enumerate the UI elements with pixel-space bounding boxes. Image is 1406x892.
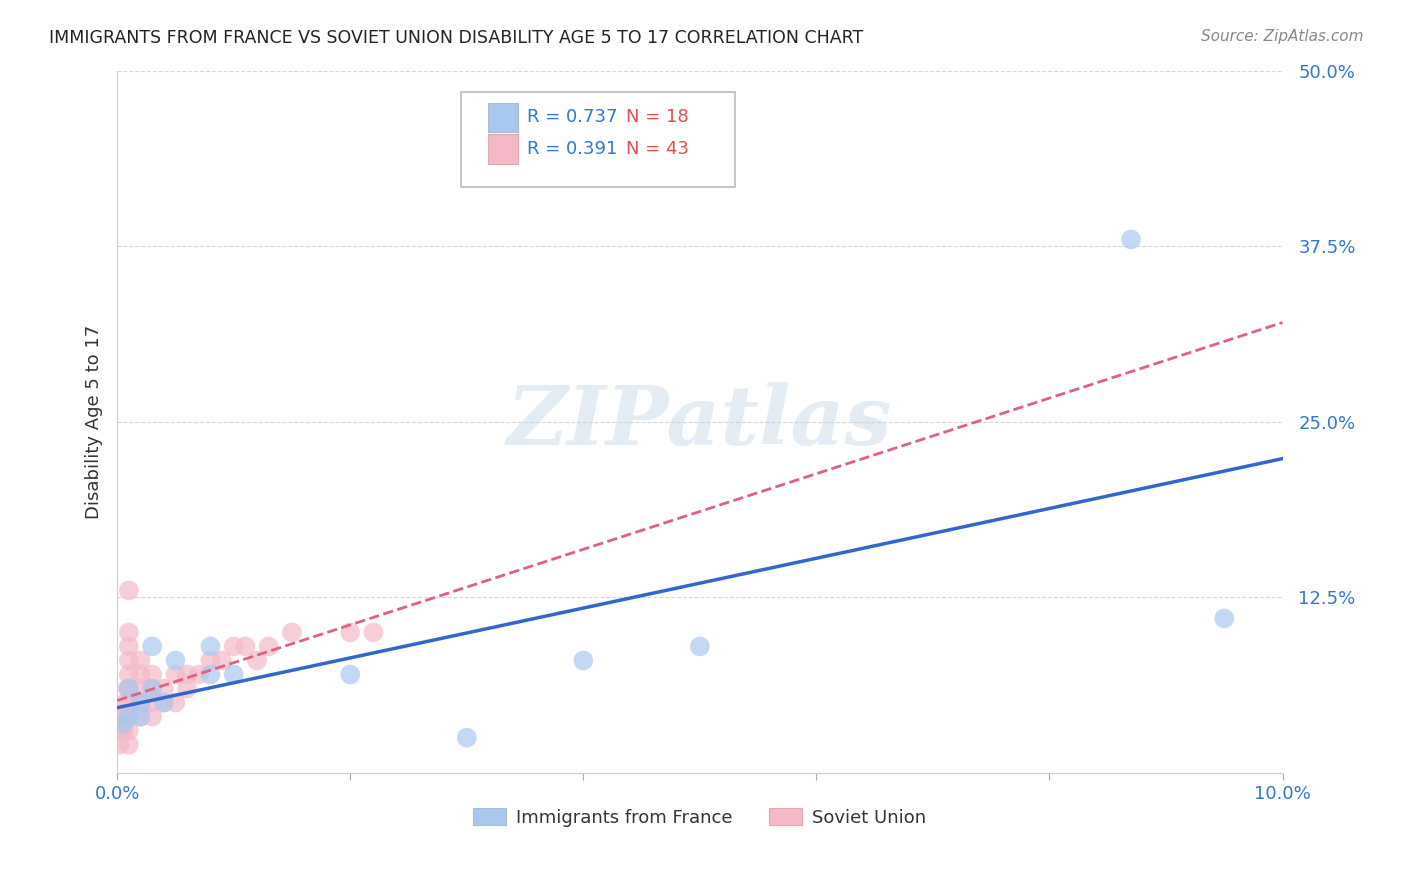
Point [222, 640, 245, 654]
Point [118, 667, 141, 681]
Point [115, 709, 138, 723]
Point [118, 738, 141, 752]
Text: R = 0.391: R = 0.391 [527, 140, 617, 158]
Point [222, 667, 245, 681]
Point [141, 681, 163, 696]
Text: ZIPatlas: ZIPatlas [508, 382, 893, 462]
Point [129, 709, 152, 723]
Point [118, 640, 141, 654]
Point [246, 653, 269, 667]
Point [281, 625, 304, 640]
Text: IMMIGRANTS FROM FRANCE VS SOVIET UNION DISABILITY AGE 5 TO 17 CORRELATION CHART: IMMIGRANTS FROM FRANCE VS SOVIET UNION D… [49, 29, 863, 46]
Point [200, 653, 222, 667]
Point [339, 667, 361, 681]
Point [141, 640, 163, 654]
Point [118, 709, 141, 723]
Point [200, 640, 222, 654]
FancyBboxPatch shape [461, 92, 735, 186]
Point [165, 667, 187, 681]
Point [363, 625, 385, 640]
Point [211, 653, 233, 667]
Point [200, 667, 222, 681]
Point [153, 696, 176, 710]
Point [129, 681, 152, 696]
Point [118, 625, 141, 640]
Point [110, 723, 132, 738]
Point [456, 731, 478, 745]
Point [165, 696, 187, 710]
Point [129, 653, 152, 667]
Point [339, 625, 361, 640]
FancyBboxPatch shape [488, 103, 517, 132]
Point [176, 681, 198, 696]
Point [118, 681, 141, 696]
Point [118, 653, 141, 667]
Point [572, 653, 595, 667]
Point [108, 738, 131, 752]
Point [141, 681, 163, 696]
Legend: Immigrants from France, Soviet Union: Immigrants from France, Soviet Union [465, 801, 934, 834]
Point [689, 640, 711, 654]
Point [141, 696, 163, 710]
Point [118, 709, 141, 723]
Point [129, 696, 152, 710]
Point [153, 696, 176, 710]
Point [112, 723, 135, 738]
Point [187, 667, 209, 681]
Text: R = 0.737: R = 0.737 [527, 108, 617, 127]
Point [111, 709, 134, 723]
Point [117, 681, 139, 696]
Point [118, 681, 141, 696]
Point [111, 716, 134, 731]
Point [111, 716, 134, 731]
Point [235, 640, 257, 654]
Point [118, 583, 141, 598]
Point [141, 667, 163, 681]
Point [129, 667, 152, 681]
Point [129, 696, 152, 710]
Point [1119, 232, 1142, 246]
Point [165, 653, 187, 667]
Text: N = 43: N = 43 [627, 140, 689, 158]
Point [257, 640, 280, 654]
Point [141, 709, 163, 723]
Point [153, 681, 176, 696]
Point [176, 667, 198, 681]
Point [129, 709, 152, 723]
FancyBboxPatch shape [488, 134, 517, 164]
Y-axis label: Disability Age 5 to 17: Disability Age 5 to 17 [86, 325, 103, 519]
Point [118, 723, 141, 738]
Point [118, 696, 141, 710]
Text: N = 18: N = 18 [627, 108, 689, 127]
Point [1213, 611, 1236, 625]
Point [114, 696, 136, 710]
Text: Source: ZipAtlas.com: Source: ZipAtlas.com [1201, 29, 1364, 44]
